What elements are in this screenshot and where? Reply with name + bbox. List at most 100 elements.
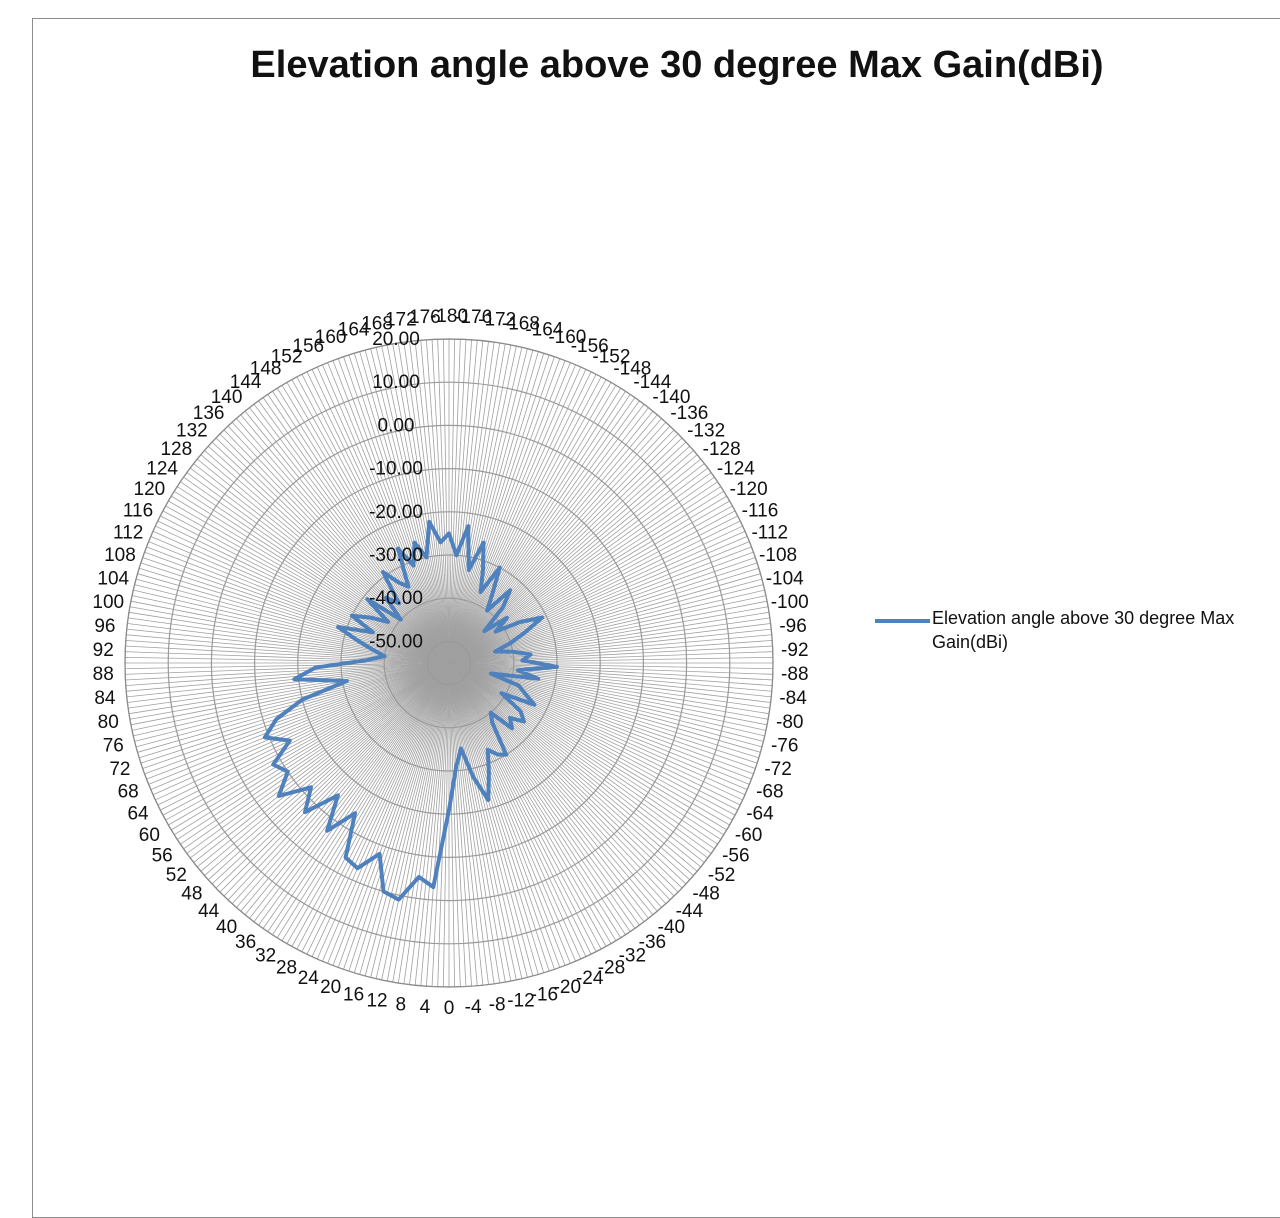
grid-spoke: [196, 662, 450, 868]
grid-spoke: [267, 662, 450, 932]
grid-spoke: [448, 645, 773, 664]
grid-spoke: [397, 662, 450, 984]
grid-spoke: [276, 662, 450, 938]
grid-spoke: [448, 369, 587, 664]
data-point: [366, 598, 369, 600]
angle-tick-label: -120: [730, 479, 768, 500]
grid-spoke: [448, 662, 679, 893]
grid-spoke: [437, 339, 450, 664]
data-point: [472, 776, 475, 778]
grid-spoke: [448, 662, 667, 905]
data-point: [413, 541, 416, 544]
angle-tick-label: 120: [134, 479, 166, 500]
grid-spoke: [448, 339, 473, 664]
data-point: [428, 521, 430, 523]
grid-ring: [254, 468, 644, 858]
data-point: [502, 606, 504, 608]
data-point: [448, 809, 450, 811]
angle-tick-label: -124: [717, 459, 755, 480]
angle-tick-label: -160: [548, 327, 586, 348]
data-point: [355, 639, 358, 641]
grid-spoke: [316, 662, 450, 960]
grid-spoke: [392, 343, 450, 664]
data-point: [277, 795, 280, 797]
angle-tick-label: -32: [619, 945, 646, 966]
grid-spoke: [327, 662, 450, 964]
grid-spoke: [392, 662, 450, 983]
grid-spoke: [448, 481, 718, 664]
grid-spoke: [448, 385, 617, 664]
grid-spoke: [448, 662, 631, 932]
grid-spoke: [448, 662, 528, 978]
grid-spoke: [448, 541, 750, 664]
grid-spoke: [249, 407, 450, 664]
grid-spoke: [370, 348, 450, 664]
angle-tick-label: -168: [502, 314, 540, 335]
grid-spoke: [448, 662, 478, 986]
grid-spoke: [343, 662, 450, 970]
grid-spoke: [448, 348, 528, 664]
grid-spoke: [448, 662, 607, 947]
grid-spoke: [448, 341, 489, 664]
grid-spoke: [448, 662, 671, 901]
angle-tick-label: 160: [315, 327, 347, 348]
grid-spoke: [142, 662, 450, 769]
angle-tick-label: 12: [366, 990, 387, 1011]
angle-tick-label: 68: [118, 782, 139, 803]
grid-spoke: [272, 391, 450, 664]
data-point: [310, 786, 312, 789]
grid-spoke: [448, 662, 718, 845]
angle-tick-label: 176: [409, 307, 441, 328]
data-point: [412, 564, 415, 567]
radial-tick-label: 0.00: [378, 415, 415, 436]
grid-spoke: [144, 551, 450, 664]
data-point: [556, 665, 558, 668]
data-point: [479, 591, 482, 593]
grid-spoke: [448, 551, 754, 664]
angle-tick-label: 20: [320, 977, 341, 998]
angle-tick-label: -96: [779, 616, 806, 637]
grid-spoke: [448, 662, 773, 681]
grid-spoke: [127, 662, 450, 703]
grid-spoke: [174, 490, 450, 664]
grid-spoke: [448, 656, 773, 664]
data-point: [455, 554, 458, 557]
grid-spoke: [448, 651, 773, 664]
grid-spoke: [448, 662, 712, 854]
grid-spoke: [133, 589, 450, 664]
data-point: [541, 616, 543, 619]
grid-spoke: [448, 662, 694, 876]
data-point: [372, 631, 374, 634]
grid-spoke: [286, 662, 450, 944]
grid-spoke: [276, 388, 450, 664]
data-point: [383, 655, 386, 658]
angle-tick-label: -104: [766, 568, 804, 589]
grid-spoke: [177, 486, 450, 664]
grid-spoke: [155, 525, 450, 664]
legend-line-swatch: [875, 619, 930, 623]
grid-spoke: [306, 662, 450, 955]
grid-spoke: [448, 425, 671, 664]
grid-spoke: [200, 662, 450, 872]
grid-spoke: [448, 397, 636, 664]
grid-spoke: [448, 339, 456, 664]
angle-tick-label: -140: [652, 387, 690, 408]
grid-spoke: [448, 662, 724, 836]
grid-spoke: [291, 379, 450, 664]
grid-spoke: [126, 628, 450, 664]
angle-tick-label: 164: [338, 319, 370, 340]
angle-tick-label: -8: [489, 995, 506, 1016]
grid-spoke: [375, 347, 450, 664]
grid-spoke: [448, 662, 561, 968]
grid-spoke: [448, 639, 773, 664]
data-point: [369, 616, 372, 619]
grid-spoke: [448, 343, 506, 664]
angle-tick-label: -136: [670, 403, 708, 424]
grid-spoke: [448, 662, 640, 926]
grid-spoke: [301, 374, 450, 664]
grid-spoke: [448, 662, 495, 984]
grid-spoke: [168, 662, 450, 826]
grid-spoke: [448, 429, 675, 664]
grid-spoke: [375, 662, 450, 979]
grid-spoke: [448, 628, 772, 664]
